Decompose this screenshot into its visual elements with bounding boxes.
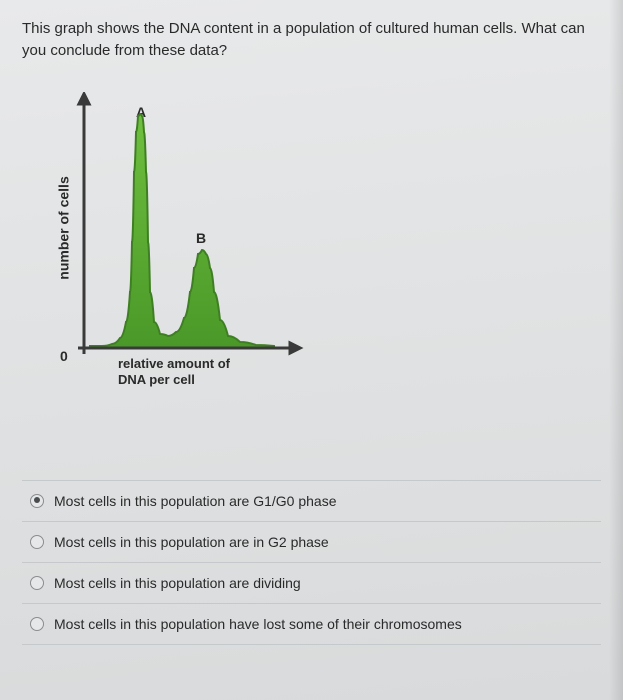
radio-icon: [30, 535, 44, 549]
option-3[interactable]: Most cells in this population are dividi…: [22, 563, 601, 604]
radio-icon: [30, 494, 44, 508]
option-label: Most cells in this population are in G2 …: [54, 534, 329, 550]
option-label: Most cells in this population are G1/G0 …: [54, 493, 337, 509]
answer-options: Most cells in this population are G1/G0 …: [22, 480, 601, 645]
chart-axes: [72, 92, 312, 372]
origin-label: 0: [60, 348, 68, 364]
option-1[interactable]: Most cells in this population are G1/G0 …: [22, 481, 601, 522]
option-label: Most cells in this population have lost …: [54, 616, 462, 632]
radio-icon: [30, 576, 44, 590]
option-4[interactable]: Most cells in this population have lost …: [22, 604, 601, 645]
option-2[interactable]: Most cells in this population are in G2 …: [22, 522, 601, 563]
option-label: Most cells in this population are dividi…: [54, 575, 301, 591]
radio-icon: [30, 617, 44, 631]
dna-histogram-chart: number of cells 0 relative amount of DNA…: [30, 90, 330, 390]
y-axis-label: number of cells: [56, 176, 72, 279]
page-edge-shadow: [609, 0, 623, 700]
question-text: This graph shows the DNA content in a po…: [22, 18, 601, 62]
